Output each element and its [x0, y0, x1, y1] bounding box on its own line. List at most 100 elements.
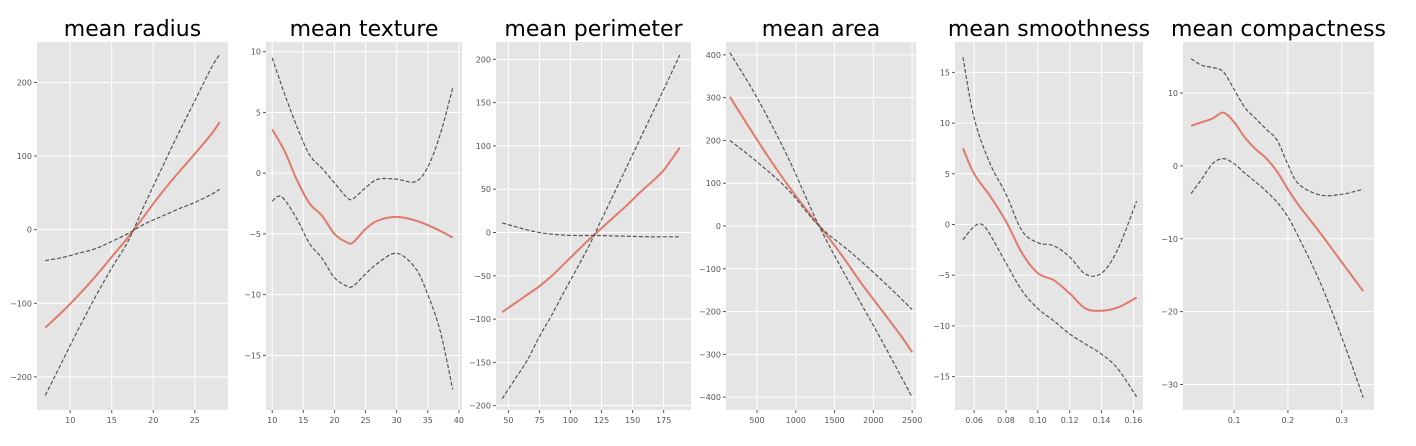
partial-dependence-line — [1190, 111, 1365, 292]
y-tick-label: 0 — [486, 228, 491, 237]
x-tick-label: 40 — [454, 416, 464, 425]
y-tick-label: 200 — [17, 78, 32, 87]
x-tick-label: 35 — [423, 416, 433, 425]
x-tick-label: 100 — [563, 416, 578, 425]
y-tick-label: 200 — [476, 55, 491, 64]
x-tick-label: 175 — [656, 416, 671, 425]
y-tick-label: −150 — [469, 358, 491, 367]
partial-dependence-line — [501, 147, 681, 314]
y-tick-label: −15 — [933, 373, 950, 382]
x-tick-label: 0.1 — [1228, 416, 1241, 425]
x-tick-label: 25 — [190, 416, 200, 425]
y-tick-label: 400 — [706, 51, 721, 60]
x-tick-label: 0.08 — [997, 416, 1015, 425]
y-tick-label: −5 — [249, 230, 261, 239]
x-tick-label: 125 — [594, 416, 609, 425]
y-tick-label: −200 — [469, 402, 491, 411]
partial-dependence-line — [44, 121, 221, 329]
y-tick-label: 0 — [1173, 162, 1178, 171]
x-tick-label: 0.10 — [1029, 416, 1047, 425]
x-tick-label: 0.16 — [1125, 416, 1143, 425]
y-tick-label: −50 — [474, 272, 491, 281]
x-tick-label: 0.12 — [1061, 416, 1079, 425]
ci-lower-line — [962, 223, 1138, 398]
x-tick-label: 2500 — [902, 416, 922, 425]
ci-upper-line — [45, 188, 221, 262]
y-tick-label: 50 — [481, 185, 491, 194]
partial-dependence-line — [271, 128, 454, 245]
x-tick-label: 30 — [392, 416, 402, 425]
partial-dependence-line — [962, 148, 1138, 312]
ci-lower-line — [501, 54, 681, 400]
ci-upper-line — [502, 222, 680, 238]
y-tick-label: −10 — [244, 291, 261, 300]
x-tick-label: 0.06 — [965, 416, 983, 425]
y-tick-label: −5 — [938, 271, 950, 280]
y-tick-label: 0 — [27, 226, 32, 235]
y-tick-label: −10 — [933, 322, 950, 331]
panel-6: 0.1 0.2 0.3 −30 −20 −10 0 10 mean compactness — [1161, 17, 1386, 425]
y-tick-label: −10 — [1161, 235, 1178, 244]
ci-lower-line — [729, 52, 913, 398]
plot-area — [266, 42, 462, 410]
y-tick-label: 15 — [940, 68, 950, 77]
plot-area — [955, 42, 1143, 410]
y-tick-label: −100 — [10, 299, 32, 308]
y-tick-label: 5 — [945, 170, 950, 179]
y-tick-label: −15 — [244, 351, 261, 360]
y-tick-label: 100 — [476, 142, 491, 151]
plot-area — [496, 42, 691, 410]
y-tick-label: 150 — [476, 99, 491, 108]
x-tick-label: 15 — [107, 416, 117, 425]
panel-title: mean perimeter — [504, 17, 683, 42]
plot-area — [37, 42, 228, 410]
y-tick-label: 10 — [940, 119, 950, 128]
y-tick-label: 100 — [706, 179, 721, 188]
y-tick-label: 5 — [256, 108, 261, 117]
y-tick-label: 300 — [706, 94, 721, 103]
y-tick-label: −200 — [10, 373, 32, 382]
panel-4: 500 1000 1500 2000 2500 −400 −300 −200 −100 0 100 2… — [699, 17, 922, 425]
panel-title: mean radius — [64, 17, 201, 42]
x-tick-label: 50 — [503, 416, 513, 425]
ci-lower-line — [1190, 157, 1364, 398]
y-tick-label: −30 — [1161, 380, 1178, 389]
panel-3: 50 75 100 125 150 175 −200 −150 −100 −50 0 50 100 150… — [469, 17, 691, 425]
panel-2: 10 15 20 25 30 35 40 −15 −10 −5 0 5 10 mean texture — [244, 17, 464, 425]
x-tick-label: 20 — [329, 416, 339, 425]
x-tick-label: 150 — [625, 416, 640, 425]
panel-title: mean texture — [290, 17, 439, 42]
x-tick-label: 0.2 — [1282, 416, 1295, 425]
y-tick-label: −200 — [699, 308, 721, 317]
y-tick-label: −100 — [699, 265, 721, 274]
x-tick-label: 0.3 — [1335, 416, 1348, 425]
x-tick-label: 0.14 — [1093, 416, 1111, 425]
x-tick-label: 10 — [267, 416, 277, 425]
y-tick-label: −100 — [469, 315, 491, 324]
x-tick-label: 25 — [360, 416, 370, 425]
panel-title: mean area — [762, 17, 880, 42]
x-tick-label: 2000 — [863, 416, 883, 425]
y-tick-label: 10 — [1168, 89, 1178, 98]
x-tick-label: 15 — [298, 416, 308, 425]
x-tick-label: 20 — [148, 416, 158, 425]
y-tick-label: −400 — [699, 393, 721, 402]
ci-upper-line — [962, 57, 1138, 277]
y-tick-label: −20 — [1161, 308, 1178, 317]
y-tick-label: −300 — [699, 350, 721, 359]
panel-1: 10 15 20 25 −200 −100 0 100 200 mean radius — [10, 17, 228, 425]
panel-title: mean compactness — [1171, 17, 1386, 42]
ci-lower-line — [44, 54, 221, 396]
y-tick-label: 0 — [256, 169, 261, 178]
x-tick-label: 500 — [749, 416, 764, 425]
plot-area — [1183, 42, 1374, 410]
y-tick-label: 100 — [17, 152, 32, 161]
x-tick-label: 1500 — [824, 416, 844, 425]
y-tick-label: 0 — [716, 222, 721, 231]
ci-upper-line — [1190, 58, 1364, 197]
x-tick-label: 10 — [65, 416, 75, 425]
x-tick-label: 1000 — [786, 416, 806, 425]
x-tick-label: 75 — [534, 416, 544, 425]
ci-upper-line — [729, 139, 913, 310]
